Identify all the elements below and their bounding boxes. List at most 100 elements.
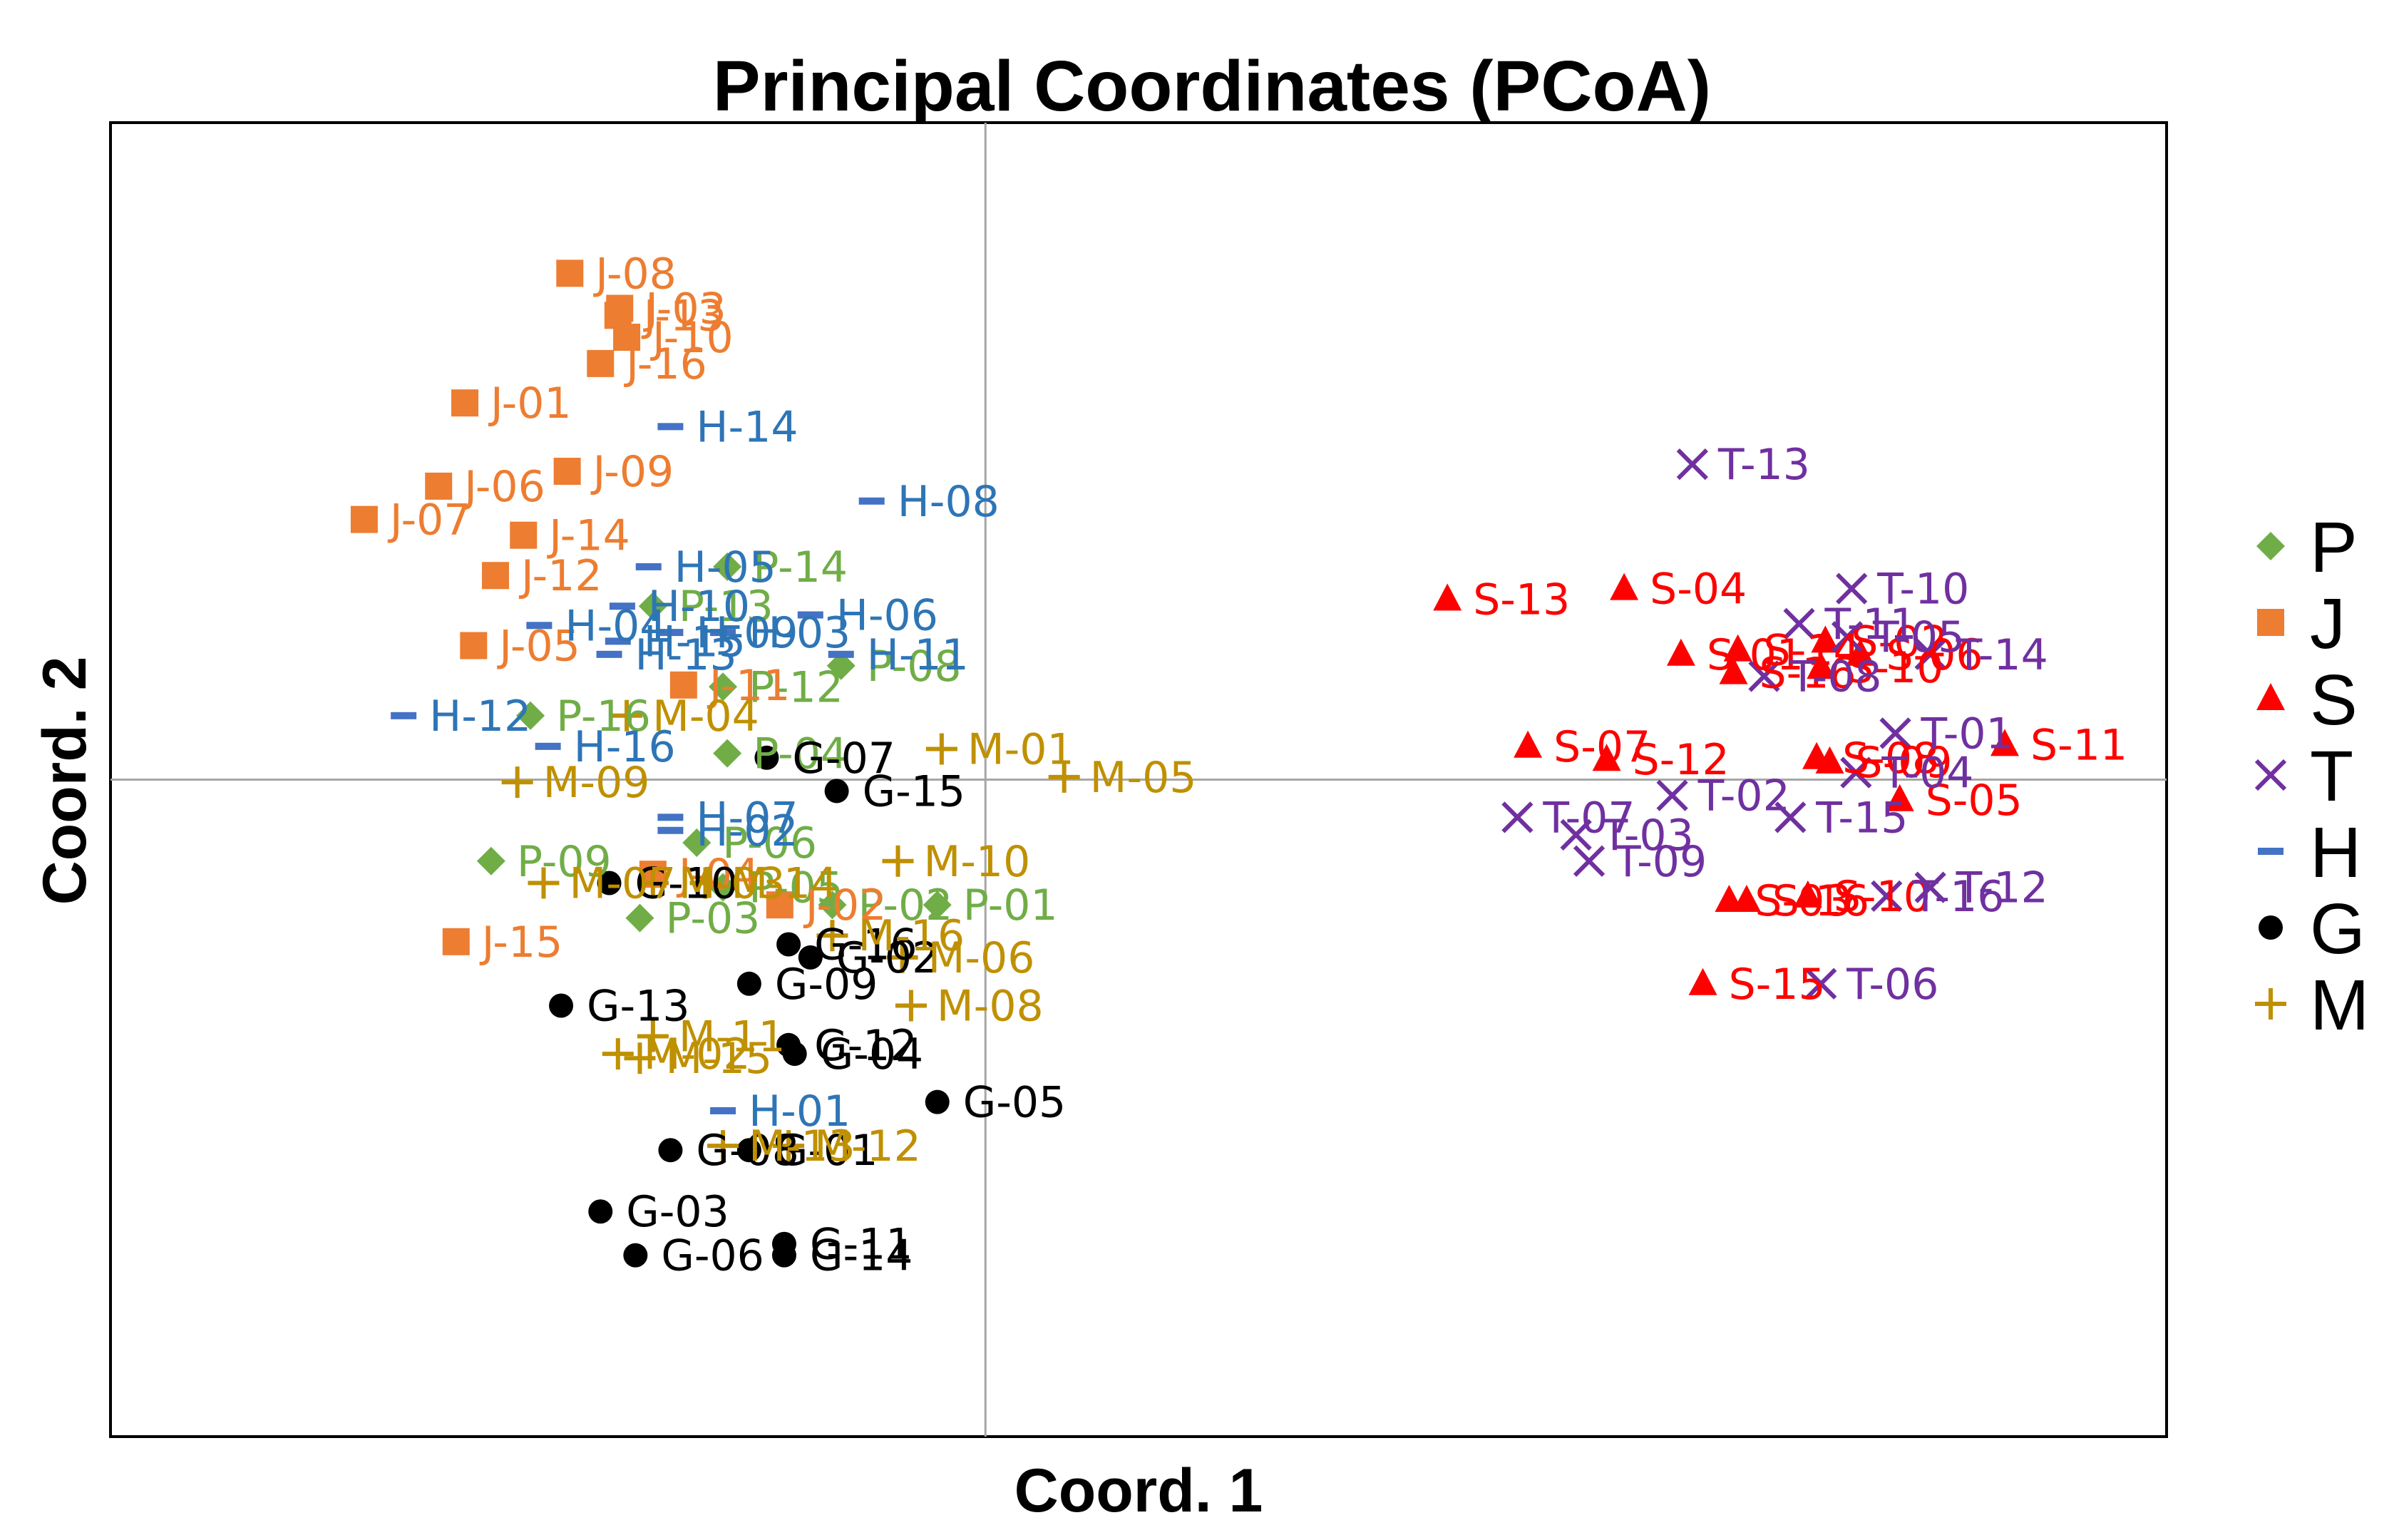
point-label-m-06: M-06 <box>928 933 1035 983</box>
point-j-07 <box>350 505 378 533</box>
point-label-h-07: H-07 <box>696 793 798 843</box>
point-label-t-08: T-08 <box>1789 652 1881 702</box>
point-p-06 <box>682 828 712 857</box>
point-h-13 <box>596 650 622 658</box>
legend-marker-g <box>2259 915 2283 940</box>
point-label-j-14: J-14 <box>546 511 630 561</box>
point-label-h-03: H-03 <box>749 608 851 658</box>
point-label-t-09: T-09 <box>1614 837 1707 887</box>
point-g-05 <box>925 1089 950 1114</box>
legend-marker-t <box>2254 759 2287 791</box>
data-labels: P-14P-13 P-12 P-08 P-16 P-04 P-06 P-09 P-05 P-02… <box>387 249 2127 1280</box>
point-label-t-04: T-04 <box>1881 749 1973 799</box>
point-m-07 <box>528 867 560 899</box>
point-label-j-16: J-16 <box>623 339 707 389</box>
point-m-02 <box>602 1038 634 1070</box>
point-label-m-07: M-07 <box>569 858 676 908</box>
point-label-h-15: H-15 <box>644 617 746 667</box>
point-m-10 <box>882 845 914 877</box>
point-label-m-11: M-11 <box>679 1012 786 1062</box>
point-g-07 <box>754 745 779 770</box>
point-label-g-11: G-11 <box>810 1220 913 1270</box>
point-label-g-02: G-02 <box>836 933 940 983</box>
point-label-p-01: P-01 <box>963 881 1058 930</box>
point-label-g-01: G-01 <box>775 1126 878 1176</box>
point-m-09 <box>501 766 533 799</box>
point-m-03 <box>637 867 669 899</box>
point-s-15 <box>1688 967 1717 995</box>
point-label-p-14: P-14 <box>753 543 848 592</box>
point-j-06 <box>425 472 453 500</box>
point-label-s-08: S-08 <box>1842 734 1939 784</box>
point-label-p-06: P-06 <box>722 818 817 868</box>
point-label-j-08: J-08 <box>592 249 677 299</box>
legend-label-j: J <box>2310 584 2346 664</box>
point-label-j-07: J-07 <box>387 496 471 545</box>
point-label-g-16: G-16 <box>814 920 918 970</box>
point-g-15 <box>824 779 849 804</box>
point-label-t-06: T-06 <box>1846 960 1938 1010</box>
point-label-s-16: S-16 <box>1760 649 1856 699</box>
legend-label-g: G <box>2310 889 2365 969</box>
point-g-16 <box>776 932 801 957</box>
point-label-h-09: H-09 <box>696 608 798 658</box>
y-axis-label: Coord. 2 <box>31 657 99 905</box>
point-label-m-04: M-04 <box>652 692 759 741</box>
point-label-g-09: G-09 <box>775 960 878 1010</box>
point-label-m-02: M-02 <box>644 1030 751 1079</box>
point-label-t-05: T-05 <box>1872 612 1965 662</box>
point-m-16 <box>816 920 848 952</box>
point-p-08 <box>826 651 856 680</box>
point-label-s-10: S-10 <box>1846 643 1943 693</box>
point-t-05 <box>1831 621 1864 653</box>
point-label-t-16: T-16 <box>1911 872 2004 922</box>
point-p-03 <box>625 903 654 933</box>
point-h-12 <box>391 712 417 719</box>
legend-marker-s <box>2256 683 2285 710</box>
point-g-10 <box>597 871 622 895</box>
point-label-s-06: S-06 <box>1886 630 1983 680</box>
point-s-16 <box>1732 885 1761 913</box>
point-label-h-12: H-12 <box>429 692 531 741</box>
point-label-j-05: J-05 <box>496 622 580 672</box>
point-m-01 <box>925 733 957 765</box>
point-j-14 <box>510 521 538 549</box>
point-h-15 <box>605 637 631 645</box>
point-label-t-07: T-07 <box>1542 793 1635 843</box>
point-label-j-04: J-04 <box>676 850 760 900</box>
point-label-t-14: T-14 <box>1956 630 2048 680</box>
point-h-07 <box>657 813 684 821</box>
point-t-09 <box>1573 845 1606 877</box>
point-label-s-10: S-10 <box>1834 872 1931 922</box>
point-h-08 <box>858 497 885 505</box>
point-h-14 <box>657 423 684 431</box>
point-t-02 <box>1656 779 1688 811</box>
point-label-h-01: H-01 <box>749 1087 851 1136</box>
point-label-j-15: J-15 <box>479 918 563 967</box>
point-label-s-13: S-13 <box>1473 575 1570 625</box>
point-label-m-12: M-12 <box>814 1121 921 1171</box>
point-label-p-03: P-03 <box>665 894 760 944</box>
point-label-s-16: S-16 <box>1772 876 1869 926</box>
legend-label-m: M <box>2310 965 2369 1045</box>
point-label-g-04: G-04 <box>821 1030 924 1079</box>
point-label-s-14: S-14 <box>1764 626 1861 676</box>
point-label-j-03: J-03 <box>642 284 726 334</box>
point-label-s-04: S-04 <box>1650 565 1747 615</box>
point-label-p-09: P-09 <box>517 837 612 887</box>
point-p-05 <box>709 873 738 902</box>
point-label-g-08: G-08 <box>696 1126 799 1176</box>
point-t-12 <box>1914 871 1946 903</box>
point-label-m-13: M-13 <box>749 1121 856 1171</box>
point-label-t-02: T-02 <box>1697 771 1790 821</box>
point-s-07 <box>1514 730 1543 758</box>
point-label-h-13: H-13 <box>635 630 737 680</box>
point-h-11 <box>828 650 854 658</box>
point-label-t-03: T-03 <box>1601 811 1694 861</box>
point-label-m-08: M-08 <box>937 981 1044 1031</box>
point-m-08 <box>895 990 927 1022</box>
point-m-14 <box>689 867 721 899</box>
point-t-16 <box>1871 880 1903 913</box>
